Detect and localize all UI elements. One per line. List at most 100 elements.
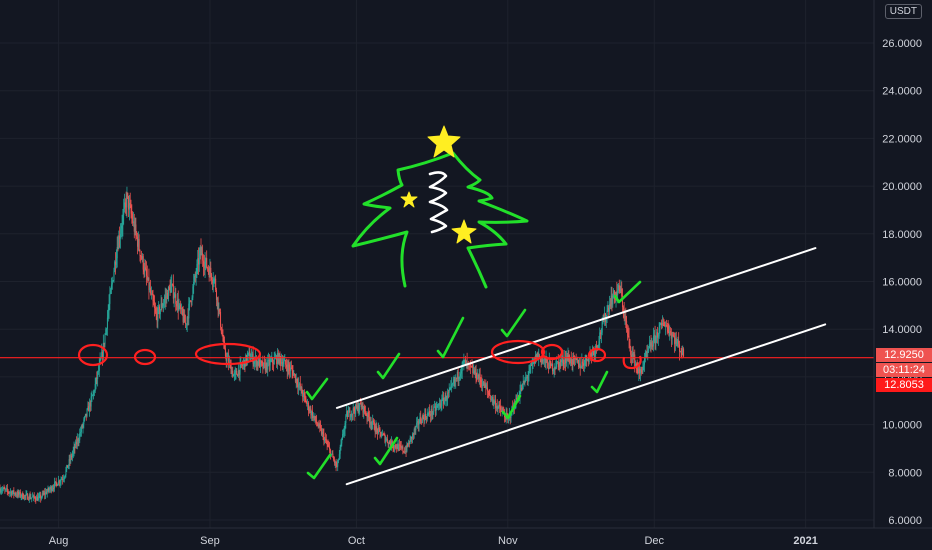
candle [213, 277, 215, 288]
candle [366, 412, 368, 425]
candle [399, 438, 401, 451]
currency-unit-badge[interactable]: USDT [884, 4, 922, 19]
candle [119, 226, 121, 248]
candle [25, 490, 27, 500]
candle [209, 258, 211, 278]
candle [29, 491, 31, 500]
candle [133, 213, 135, 239]
candle [245, 353, 247, 367]
check-mark [590, 370, 609, 394]
candle [448, 383, 450, 398]
candle [302, 389, 304, 403]
candle [307, 398, 309, 411]
candle [555, 360, 557, 370]
candle [349, 407, 351, 422]
candle [485, 379, 487, 395]
candle [412, 432, 414, 440]
candle [85, 413, 87, 421]
candle [146, 265, 148, 283]
candle [677, 336, 679, 348]
candle [609, 298, 611, 310]
candle [294, 373, 296, 378]
candle [160, 295, 162, 311]
candle [271, 351, 273, 363]
candle [642, 361, 644, 375]
candle [261, 360, 263, 366]
candle [361, 402, 363, 410]
candle [455, 374, 457, 389]
candle [561, 355, 563, 367]
candle [93, 389, 95, 400]
candle [61, 477, 63, 481]
candle [409, 435, 411, 445]
candle [351, 410, 353, 422]
candle [339, 444, 341, 459]
candle [224, 344, 226, 359]
candle [648, 335, 650, 349]
candle [491, 395, 493, 402]
candle [333, 456, 335, 462]
candle [38, 492, 40, 502]
candle [442, 390, 444, 402]
candle [473, 364, 475, 375]
x-tick-label: Nov [498, 535, 518, 547]
candle [331, 450, 333, 455]
candle [342, 428, 344, 438]
candle [488, 389, 490, 399]
candle [191, 295, 193, 306]
candle [526, 374, 528, 381]
candle [480, 377, 482, 389]
candle [367, 411, 369, 422]
channel-line-upper[interactable] [335, 247, 817, 409]
candle [437, 403, 439, 408]
candle [497, 405, 499, 415]
candle [529, 364, 531, 374]
candle [569, 354, 571, 365]
candle [547, 359, 549, 369]
candle [124, 198, 126, 214]
candle [495, 394, 497, 414]
candle [202, 254, 204, 277]
candle [308, 406, 310, 414]
candle [631, 346, 633, 364]
star-icon [400, 191, 418, 208]
candle [556, 360, 558, 365]
candle [320, 425, 322, 436]
candle [208, 266, 210, 282]
candle [259, 357, 261, 368]
candle [643, 360, 645, 371]
candle [154, 295, 156, 317]
candle [353, 406, 355, 414]
candle [126, 186, 128, 218]
candle [396, 439, 398, 449]
candle [526, 374, 528, 386]
candle [198, 247, 200, 272]
candle [84, 415, 86, 422]
price-axis[interactable]: 6.00008.000010.000012.000014.000016.0000… [873, 0, 932, 550]
candle [98, 357, 100, 377]
candle [80, 426, 82, 437]
candle [56, 482, 58, 487]
ascending-channel[interactable] [335, 247, 827, 486]
candle [581, 353, 583, 369]
candle [78, 433, 80, 447]
candle [452, 376, 454, 387]
candle [74, 443, 76, 454]
candle [171, 274, 173, 293]
candle [362, 401, 364, 417]
candle [490, 395, 492, 403]
candle [381, 429, 383, 437]
candle [80, 424, 82, 437]
candle [432, 410, 434, 420]
touch-circle [490, 339, 546, 365]
candle [427, 412, 429, 416]
candle [463, 353, 465, 371]
channel-line-lower[interactable] [345, 323, 827, 486]
candle [679, 350, 681, 353]
time-axis[interactable]: Aug Sep Oct Nov Dec 2021 [0, 527, 932, 547]
candle [416, 416, 418, 429]
candle [532, 357, 534, 369]
candle [674, 332, 676, 353]
candle [220, 326, 222, 335]
